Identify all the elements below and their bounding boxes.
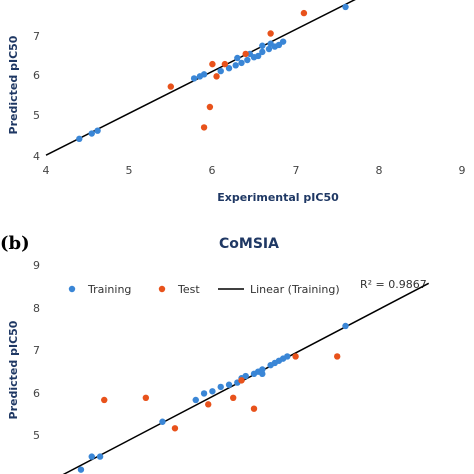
panel-b-test-point <box>171 425 179 432</box>
panel-b-training-point <box>259 370 266 378</box>
panel-a-test-point <box>267 30 274 37</box>
panel-a-training-point <box>254 52 262 60</box>
panel-b-test-point <box>334 353 341 360</box>
panel-a-training-point <box>267 40 274 47</box>
panel-b-test-point <box>238 377 245 384</box>
panel-a-x-tick: 4 <box>43 164 50 177</box>
panel-a-x-tick: 6 <box>209 164 216 177</box>
legend-test-label: Test <box>177 283 200 296</box>
panel-b-title: CoMSIA <box>219 236 279 252</box>
panel-a-plot-area <box>45 0 356 156</box>
panel-a-x-tick: 7 <box>293 164 300 177</box>
panel-a-test-point <box>200 124 208 131</box>
panel-a-training-point <box>190 75 198 82</box>
panel-b-training-point <box>217 383 224 391</box>
panel-a-training-point <box>244 56 251 64</box>
panel-b-legend: Training Test Linear (Training) <box>68 283 340 296</box>
panel-a-x-tick: 9 <box>459 164 466 177</box>
panel-b-training-point <box>159 418 166 425</box>
panel-b-training-point <box>342 322 349 330</box>
panel-a-training-point <box>259 42 266 49</box>
panel-b-test-point <box>205 401 212 408</box>
panel-b-fit-line <box>62 282 430 474</box>
panel-b-plot-area <box>62 282 430 474</box>
panel-b-label: (b) <box>0 233 30 254</box>
panel-a-x-tick: 8 <box>376 164 383 177</box>
panel-a-training-point <box>200 71 208 78</box>
panel-a-y-axis-title: Predicted pIC50 <box>7 35 20 134</box>
panel-a-test-point <box>221 60 229 68</box>
panel-a-test-point <box>167 83 174 90</box>
panel-b-y-tick: 5 <box>33 429 40 442</box>
panel-b-training-point <box>271 359 278 367</box>
panel-a-y-tick: 4 <box>33 150 40 163</box>
panel-b-y-tick: 9 <box>33 259 40 272</box>
panel-a-test-point <box>206 103 214 111</box>
legend-linear-label: Linear (Training) <box>250 283 340 296</box>
panel-b-y-axis-title: Predicted pIC50 <box>7 320 20 419</box>
panel-a-training-point <box>259 48 266 56</box>
chart-panel-a: 7 6 5 4 4 5 6 7 8 9 Experimental pIC50 P… <box>7 0 466 204</box>
panel-b-training-point <box>77 466 85 473</box>
panel-b-y-tick: 6 <box>33 387 40 400</box>
panel-b-training-point <box>242 372 249 380</box>
panel-a-training-point <box>76 135 83 143</box>
panel-a-training-point <box>234 54 241 62</box>
panel-a-test-point <box>213 73 220 80</box>
panel-b-test-point <box>250 405 258 412</box>
panel-a-test-point <box>300 9 308 17</box>
r-squared-label: R² = 0.9867 <box>360 278 427 291</box>
panel-a-training-point <box>217 67 224 75</box>
panel-b-test-point <box>142 394 150 402</box>
panel-a-training-point <box>279 38 287 45</box>
legend-training-marker <box>68 285 76 293</box>
panel-b-training-point <box>209 388 216 395</box>
panel-b-y-ticks: 9 8 7 6 5 <box>33 259 40 442</box>
chart-panel-b: (b) CoMSIA 9 8 7 6 5 Predicted pIC50 Tra… <box>0 233 430 474</box>
panel-b-training-point <box>96 453 104 460</box>
panel-b-training-point <box>192 396 199 404</box>
panel-a-training-point <box>265 45 273 53</box>
panel-a-x-ticks: 4 5 6 7 8 9 <box>43 164 466 177</box>
panel-a-y-ticks: 7 6 5 4 <box>33 30 40 163</box>
panel-a-y-tick: 7 <box>33 30 40 43</box>
legend-training-label: Training <box>87 283 131 296</box>
panel-b-y-tick: 7 <box>33 344 40 357</box>
panel-a-y-tick: 6 <box>33 69 40 82</box>
panel-a-training-point <box>238 59 245 67</box>
panel-b-training-point <box>225 381 233 388</box>
panel-b-training-point <box>200 390 208 397</box>
panel-a-training-point <box>342 3 349 11</box>
panel-a-x-tick: 5 <box>126 164 133 177</box>
panel-a-y-tick: 5 <box>33 109 40 122</box>
panel-a-x-axis-title: Experimental pIC50 <box>217 191 339 204</box>
legend-test-marker <box>158 285 166 293</box>
panel-a-training-point <box>225 65 233 72</box>
panel-a-training-point <box>88 130 95 137</box>
panel-b-y-tick: 8 <box>33 302 40 315</box>
panel-a-training-point <box>94 127 101 134</box>
panel-b-training-point <box>88 453 95 460</box>
panel-a-test-point <box>242 50 249 58</box>
panel-b-test-point <box>230 394 237 402</box>
panel-b-test-point <box>101 396 108 404</box>
panel-b-training-point <box>284 353 291 360</box>
panel-a-training-point <box>232 62 239 69</box>
panel-a-test-point <box>209 60 216 68</box>
panel-b-test-point <box>292 353 299 360</box>
